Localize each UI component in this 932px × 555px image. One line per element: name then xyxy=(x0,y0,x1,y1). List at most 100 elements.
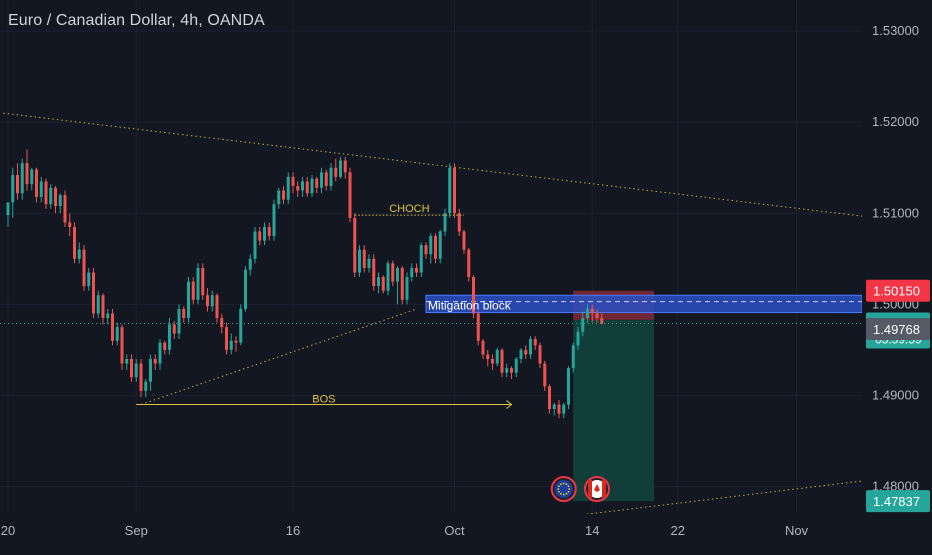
time-axis-tick: 14 xyxy=(585,523,599,538)
candle-body xyxy=(543,363,547,387)
time-axis-tick: 20 xyxy=(1,523,15,538)
candle-body xyxy=(310,178,314,194)
candle-body xyxy=(533,338,537,346)
candle-body xyxy=(377,277,380,287)
candle-body xyxy=(168,324,171,350)
candle-body xyxy=(429,236,433,255)
candle-body xyxy=(348,172,352,218)
candle-body xyxy=(101,295,105,319)
eu-star xyxy=(568,488,571,490)
candle-body xyxy=(296,185,300,191)
price-axis-tick: 1.48000 xyxy=(872,479,919,494)
time-axis-tick: 16 xyxy=(286,523,300,538)
candle-body xyxy=(291,176,295,186)
candle-body xyxy=(206,295,209,307)
candle-body xyxy=(272,204,276,237)
candle-body xyxy=(386,263,390,291)
candle-body xyxy=(96,295,100,314)
candle-body xyxy=(510,368,513,373)
candle-body xyxy=(576,331,580,346)
candle-body xyxy=(552,404,556,410)
eu-flag-icon xyxy=(550,476,577,502)
candle-body xyxy=(20,163,24,194)
candle-body xyxy=(329,167,333,186)
candle-body xyxy=(315,178,319,188)
candle-body xyxy=(600,318,604,324)
eu-star xyxy=(558,485,560,488)
candle-body xyxy=(125,359,129,364)
candle-body xyxy=(362,249,366,268)
eu-star xyxy=(557,488,560,490)
candle-body xyxy=(73,226,76,259)
price-label-previous: 1.49768 xyxy=(866,318,930,340)
chart-title: Euro / Canadian Dollar, 4h, OANDA xyxy=(8,12,265,29)
candle-body xyxy=(353,217,357,273)
candle-body xyxy=(30,169,34,185)
candle-body xyxy=(25,163,29,185)
eu-flag-field xyxy=(554,480,573,498)
candle-body xyxy=(234,340,238,343)
candle-body xyxy=(267,226,271,237)
candle-body xyxy=(16,175,19,194)
candle-body xyxy=(111,313,114,341)
candle-body xyxy=(210,295,214,307)
price-label-text: 1.47837 xyxy=(873,494,920,509)
candle-body xyxy=(443,213,447,232)
candle-body xyxy=(39,181,43,197)
candle-body xyxy=(595,313,599,319)
candle-body xyxy=(263,226,266,241)
candle-body xyxy=(286,176,290,200)
candle-body xyxy=(396,267,399,282)
eu-star xyxy=(565,483,568,486)
candle-body xyxy=(215,295,219,319)
price-axis-tick: 1.49000 xyxy=(872,387,919,402)
trendline-upper xyxy=(3,112,863,217)
candle-body xyxy=(334,167,338,177)
candle-body xyxy=(130,359,133,378)
gridlines xyxy=(0,0,862,512)
candle-body xyxy=(486,354,490,359)
candle-body xyxy=(410,267,414,278)
eu-star xyxy=(562,493,565,496)
candle-body xyxy=(405,277,409,300)
price-axis-background xyxy=(862,0,932,550)
candle-body xyxy=(92,272,95,314)
candle-body xyxy=(548,386,551,410)
candle-body xyxy=(400,267,404,300)
eu-star xyxy=(567,485,570,488)
candle-body xyxy=(448,167,452,214)
canada-flag-icon xyxy=(584,476,610,502)
candle-body xyxy=(557,404,561,414)
canada-flag-bar-right xyxy=(602,480,606,498)
candle-body xyxy=(305,181,309,194)
candle-body xyxy=(529,338,532,355)
candle-body xyxy=(481,340,485,355)
candle-body xyxy=(248,258,252,270)
price-label-target: 1.47837 xyxy=(866,490,930,513)
price-label-stop: 1.50150 xyxy=(866,279,930,302)
candle-body xyxy=(571,345,575,369)
candle-body xyxy=(491,359,494,364)
candle-body xyxy=(562,404,566,414)
candle-body xyxy=(172,324,176,334)
candle-body xyxy=(434,236,437,259)
eu-star xyxy=(567,490,570,493)
candle-body xyxy=(590,308,594,314)
candle-body xyxy=(163,342,167,350)
eu-star xyxy=(560,492,562,495)
price-label-box xyxy=(866,318,930,340)
candle-body xyxy=(68,222,72,227)
candle-body xyxy=(35,169,38,197)
candle-body xyxy=(457,213,461,232)
time-axis-tick: 22 xyxy=(671,523,685,538)
candle-body xyxy=(134,363,138,378)
candle-body xyxy=(472,277,475,314)
candle-body xyxy=(467,249,471,278)
candle-body xyxy=(320,172,323,188)
annotations-back xyxy=(0,112,863,553)
eu-star xyxy=(560,483,562,486)
eu-star xyxy=(562,482,565,485)
